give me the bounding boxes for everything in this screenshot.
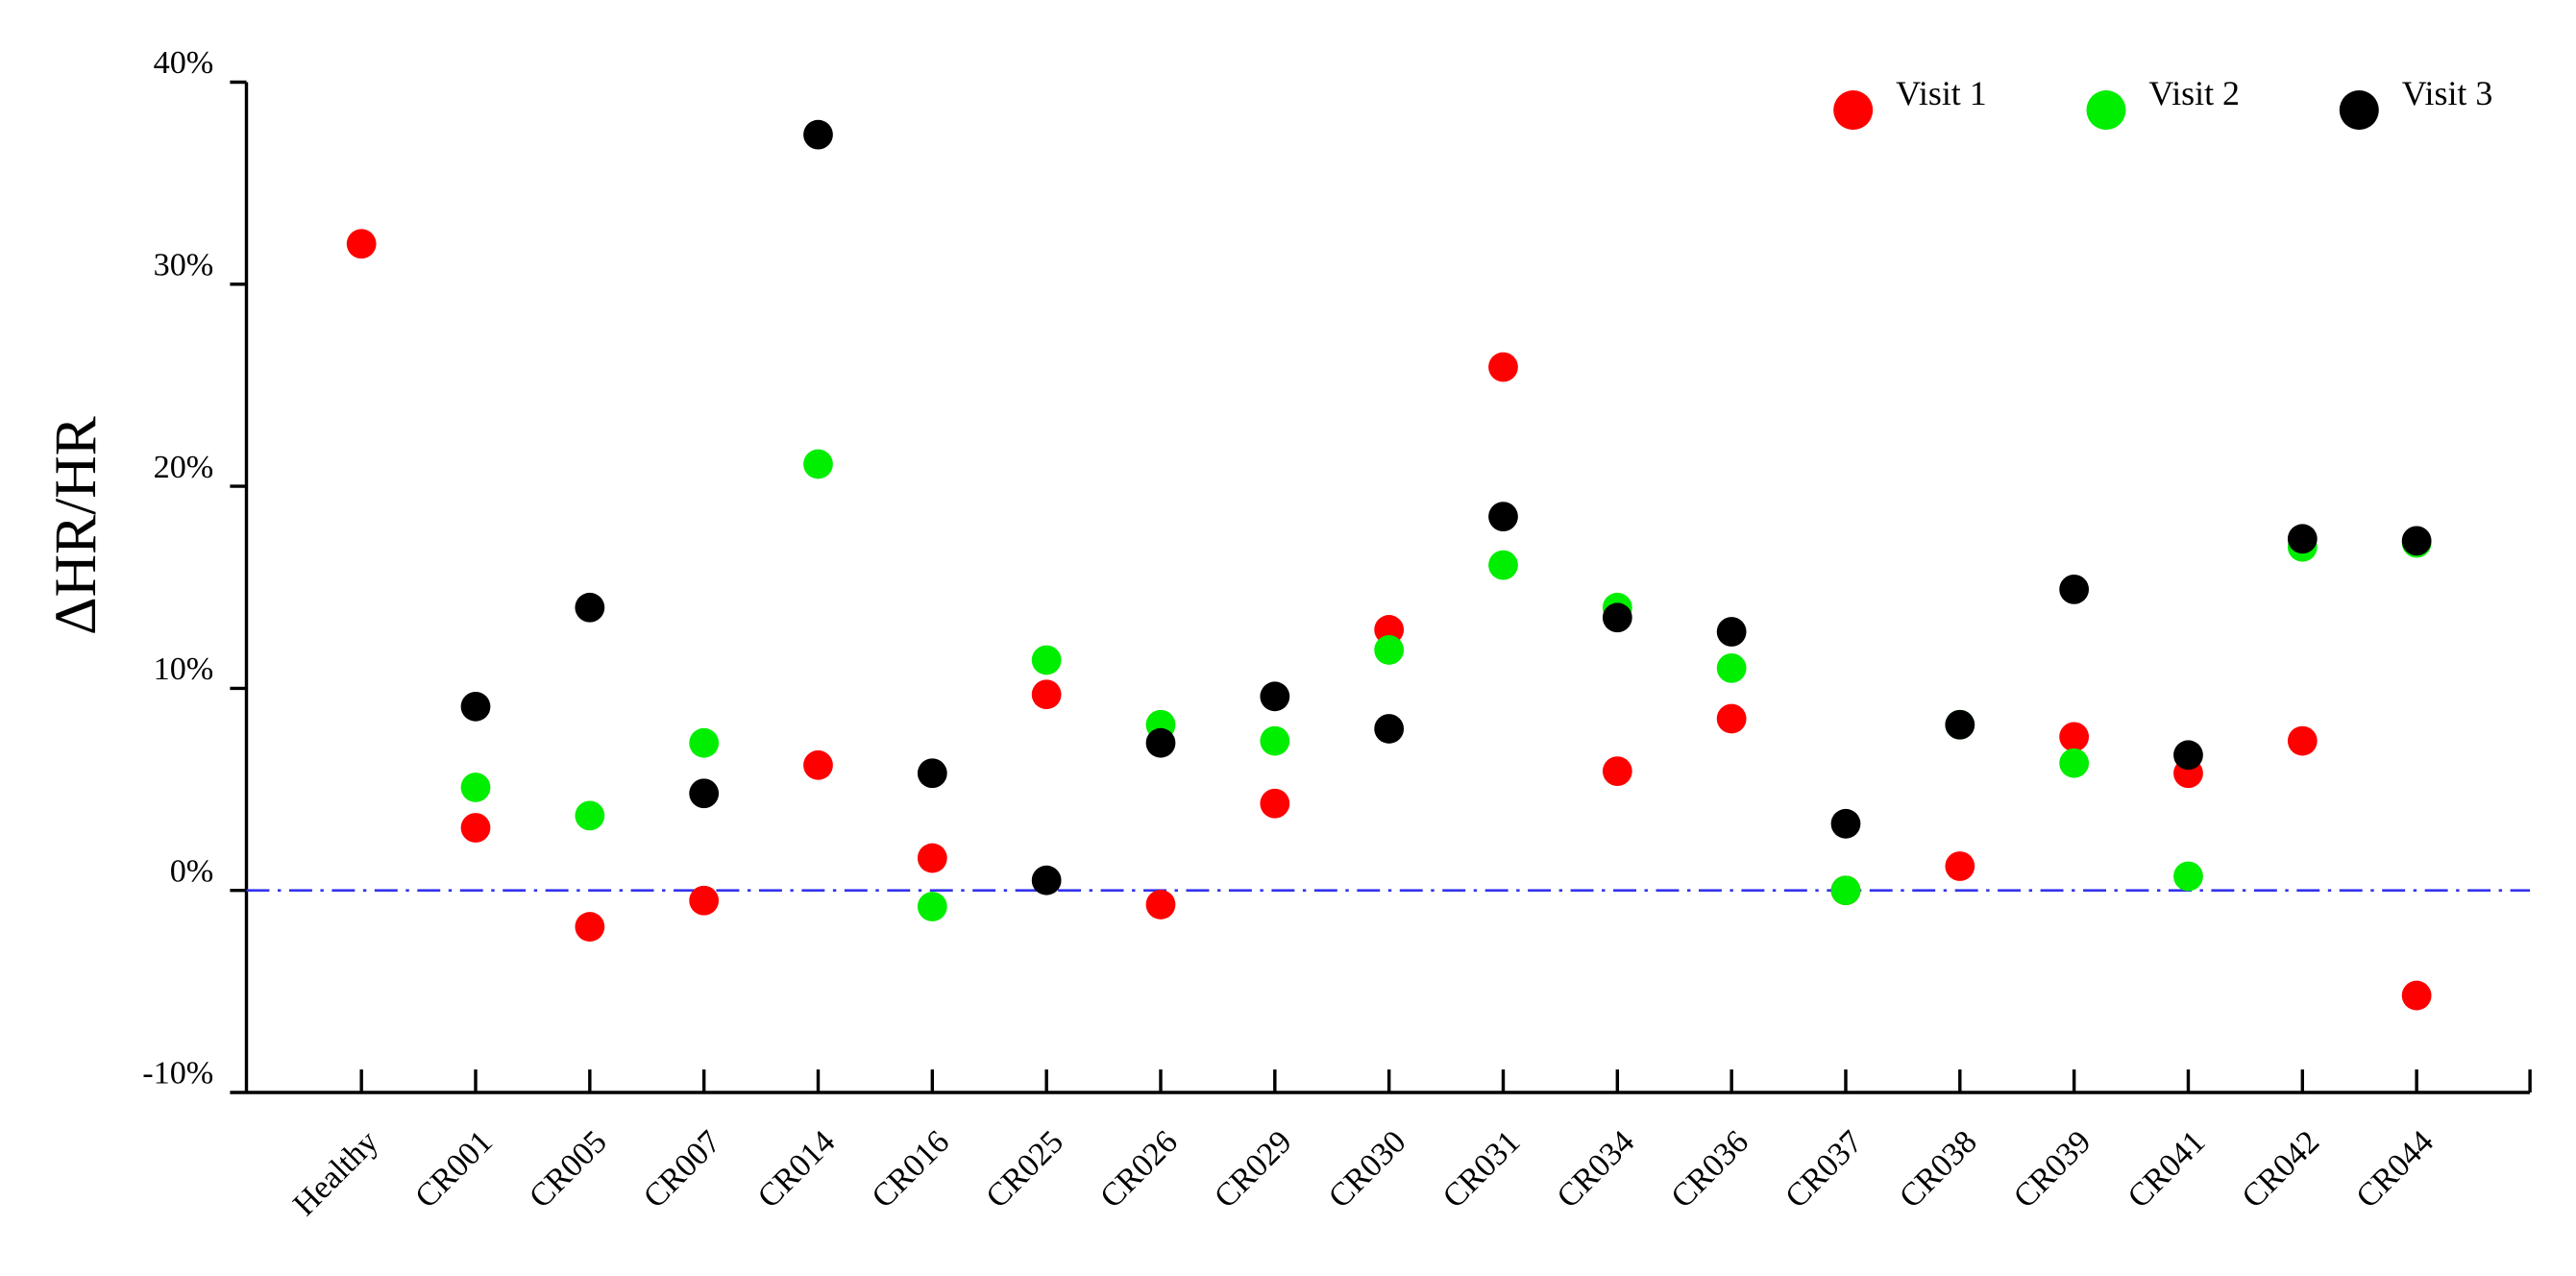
data-point xyxy=(689,778,720,809)
data-point xyxy=(2287,524,2318,554)
data-point xyxy=(803,119,833,150)
x-tick-label: CR007 xyxy=(637,1124,728,1215)
data-point xyxy=(1716,652,1747,683)
data-point xyxy=(1260,788,1290,819)
x-tick-label: CR026 xyxy=(1093,1124,1185,1215)
data-point xyxy=(460,813,491,843)
data-point xyxy=(1031,679,1062,710)
data-point xyxy=(1374,615,1405,645)
data-point xyxy=(1830,875,1861,906)
data-point xyxy=(1374,635,1405,665)
x-tick-label: CR030 xyxy=(1322,1124,1413,1215)
data-point xyxy=(2401,980,2432,1011)
data-point xyxy=(2059,748,2090,778)
legend-marker xyxy=(2086,90,2126,131)
data-point xyxy=(803,749,833,780)
data-point xyxy=(1945,709,1975,740)
data-point xyxy=(1488,352,1518,382)
x-tick-label: CR042 xyxy=(2236,1124,2327,1215)
y-tick-label: 30% xyxy=(154,248,214,283)
y-tick-label: 0% xyxy=(170,853,214,889)
data-point xyxy=(2401,526,2432,556)
legend-label: Visit 1 xyxy=(1896,74,1987,112)
data-point xyxy=(2173,861,2203,892)
data-point xyxy=(1602,602,1632,633)
x-tick-label: CR044 xyxy=(2349,1124,2441,1215)
data-point xyxy=(1145,890,1176,920)
legend-marker xyxy=(1833,90,1874,131)
data-point xyxy=(1260,725,1290,756)
data-point xyxy=(2059,722,2090,752)
x-tick-label: CR034 xyxy=(1551,1124,1642,1215)
x-tick-label: CR005 xyxy=(523,1124,614,1215)
data-point xyxy=(917,843,947,873)
data-point xyxy=(917,758,947,789)
data-point xyxy=(1830,808,1861,839)
data-point xyxy=(2059,574,2090,604)
x-tick-label: CR041 xyxy=(2122,1124,2213,1215)
data-point xyxy=(1945,851,1975,881)
data-point xyxy=(803,449,833,479)
legend-label: Visit 3 xyxy=(2402,74,2493,112)
x-tick-label: Healthy xyxy=(286,1124,385,1223)
x-tick-label: CR025 xyxy=(979,1124,1070,1215)
data-point xyxy=(575,912,605,942)
x-tick-label: CR031 xyxy=(1436,1124,1528,1215)
legend-marker xyxy=(2339,90,2379,131)
data-point xyxy=(2173,740,2203,771)
x-tick-label: CR038 xyxy=(1893,1124,1984,1215)
data-point xyxy=(575,592,605,623)
y-tick-label: 20% xyxy=(154,450,214,485)
y-tick-label: 10% xyxy=(154,651,214,687)
x-tick-label: CR014 xyxy=(751,1124,843,1215)
data-point xyxy=(460,773,491,802)
data-point xyxy=(346,229,377,259)
data-point xyxy=(575,800,605,831)
data-point xyxy=(1374,714,1405,744)
data-point xyxy=(1602,756,1632,787)
x-tick-label: CR001 xyxy=(408,1124,500,1215)
data-point xyxy=(1488,550,1518,580)
data-point xyxy=(460,691,491,722)
legend-label: Visit 2 xyxy=(2148,74,2240,112)
data-point xyxy=(689,885,720,916)
x-tick-label: CR029 xyxy=(1208,1124,1299,1215)
y-tick-label: -10% xyxy=(142,1056,213,1092)
x-tick-label: CR036 xyxy=(1664,1124,1755,1215)
data-point xyxy=(1145,727,1176,758)
y-axis-label: ΔHR/HR xyxy=(43,416,109,635)
x-tick-label: CR039 xyxy=(2007,1124,2098,1215)
data-point xyxy=(1031,645,1062,675)
data-point xyxy=(1260,681,1290,712)
data-point xyxy=(1031,865,1062,896)
data-point xyxy=(689,727,720,758)
x-tick-label: CR016 xyxy=(866,1124,957,1215)
data-point xyxy=(1488,502,1518,532)
data-point xyxy=(1716,703,1747,734)
y-tick-label: 40% xyxy=(154,45,214,81)
data-point xyxy=(917,892,947,921)
data-point xyxy=(1716,617,1747,647)
data-point xyxy=(2287,725,2318,756)
x-tick-label: CR037 xyxy=(1779,1124,1870,1215)
